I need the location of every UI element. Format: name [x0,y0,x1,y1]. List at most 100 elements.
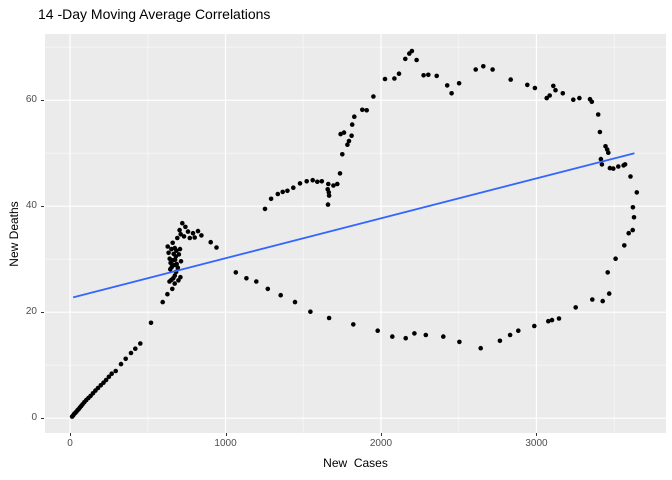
scatter-point [181,234,187,239]
scatter-point [478,345,484,351]
scatter-point [315,179,320,185]
scatter-point [178,259,184,264]
scatter-point [396,71,402,76]
scatter-point [457,339,462,345]
scatter-point [310,177,316,183]
scatter-point [178,232,183,237]
scatter-point [172,281,177,286]
scatter-point [175,265,181,270]
scatter-point [412,331,417,336]
plot-title: 14 -Day Moving Average Correlations [38,6,271,22]
scatter-point [371,94,376,99]
scatter-point [403,335,409,341]
y-tick-label: 40 [25,200,37,212]
scatter-point [556,316,562,321]
scatter-point [573,305,578,310]
x-tick-label: 2000 [369,438,393,449]
scatter-point [421,73,426,78]
scatter-point [177,227,182,233]
scatter-point [441,334,446,339]
scatter-point [351,322,356,327]
scatter-point [622,243,627,248]
scatter-point [414,57,419,63]
scatter-point [597,129,603,135]
scatter-point [577,95,582,101]
scatter-point [118,361,124,367]
scatter-point [507,332,513,338]
scatter-point [297,181,303,186]
scatter-point [103,377,109,383]
scatter-point [532,85,538,91]
scatter-point [308,309,313,315]
scatter-point [123,356,128,362]
scatter-point [160,299,165,305]
scatter-point [187,235,193,241]
scatter-point [349,122,355,127]
scatter-point [304,179,310,184]
scatter-point [606,291,612,296]
y-tick-label: 60 [25,94,37,106]
scatter-point [254,279,259,284]
scatter-point [532,323,537,329]
scatter-point [326,181,331,187]
scatter-point [341,130,347,135]
scatter-point [490,67,495,72]
scatter-point [352,114,357,119]
y-tick-mark [41,418,44,420]
y-tick-mark [41,312,44,314]
y-tick-mark [41,100,44,102]
scatter-point [516,328,521,334]
scatter-point [172,273,178,278]
scatter-point [170,240,175,246]
scatter-point [551,83,556,89]
scatter-point [109,371,114,377]
scatter-point [183,224,188,230]
scatter-point [291,185,296,190]
scatter-point [590,297,595,302]
scatter-point [547,93,552,98]
scatter-point [613,256,618,261]
scatter-point [598,156,604,162]
x-tick-label: 3000 [525,438,548,449]
scatter-point [360,107,365,113]
x-tick-label: 0 [67,438,73,449]
scatter-point [549,317,555,323]
scatter-point [106,374,112,380]
scatter-point [292,299,298,305]
scatter-point [423,332,429,338]
x-tick-mark [70,433,72,436]
scatter-point [335,181,340,187]
scatter-point [508,77,513,82]
scatter-point [185,229,191,234]
scatter-point [426,72,431,78]
scatter-point [409,48,415,54]
scatter-point [262,206,268,212]
scatter-point [174,248,179,253]
scatter-point [278,292,283,298]
scatter-point [630,227,635,233]
scatter-point [345,142,350,147]
x-tick-mark [225,433,227,436]
scatter-point [170,286,175,292]
x-tick-mark [536,433,538,436]
scatter-point [285,188,290,194]
scatter-point [390,334,395,339]
scatter-point [148,320,154,326]
scatter-point [544,95,549,101]
scatter-point [607,165,613,171]
scatter-point [571,97,576,102]
scatter-point [178,274,183,280]
scatter-point [434,73,440,79]
scatter-point [473,67,479,72]
y-tick-label: 20 [25,306,37,318]
scatter-point [331,183,336,188]
scatter-point [168,267,173,272]
scatter-point [553,87,558,93]
scatter-point [113,368,118,374]
scatter-point [626,230,631,236]
scatter-point [195,228,201,234]
scatter-point [133,346,138,352]
scatter-point [403,56,408,62]
scatter-point [611,166,616,171]
